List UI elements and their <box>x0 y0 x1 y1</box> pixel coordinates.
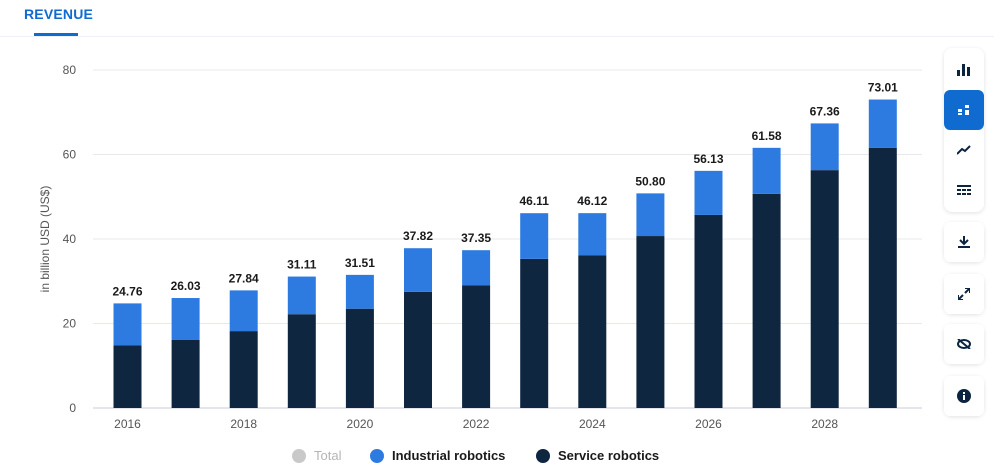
legend-dot <box>292 448 306 463</box>
data-label-total: 67.36 <box>810 104 840 118</box>
data-label-total: 31.51 <box>345 256 375 270</box>
info-group <box>944 376 984 416</box>
bar-chart-icon[interactable] <box>944 50 984 90</box>
table-icon[interactable] <box>944 170 984 210</box>
x-tick-label: 2020 <box>347 417 374 431</box>
active-tab-indicator <box>34 33 78 36</box>
bar-service-robotics <box>404 291 432 408</box>
chart-legend: Total Industrial robotics Service roboti… <box>0 448 994 466</box>
bar-industrial-robotics <box>752 147 781 194</box>
y-tick-label: 40 <box>63 232 77 246</box>
bar-service-robotics <box>578 255 607 408</box>
x-tick-label: 2016 <box>114 417 141 431</box>
revenue-tab[interactable]: REVENUE <box>24 6 94 22</box>
data-label-total: 31.11 <box>287 258 317 272</box>
download-icon[interactable] <box>944 222 984 262</box>
data-label-total: 37.35 <box>461 231 491 245</box>
bar-service-robotics <box>287 314 316 408</box>
x-tick-label: 2022 <box>463 417 490 431</box>
data-label-total: 24.76 <box>112 284 142 298</box>
data-label-total: 56.13 <box>693 152 723 166</box>
data-label-total: 37.82 <box>403 229 433 243</box>
data-label-total: 46.12 <box>577 194 607 208</box>
bar-service-robotics <box>810 170 839 408</box>
y-tick-label: 80 <box>63 63 77 77</box>
download-group <box>944 222 984 262</box>
bar-industrial-robotics <box>229 290 258 332</box>
legend-item-total[interactable]: Total <box>292 448 341 463</box>
legend-label: Industrial robotics <box>392 448 506 463</box>
bar-service-robotics <box>868 147 897 409</box>
bar-industrial-robotics <box>113 303 142 346</box>
x-tick-label: 2018 <box>230 417 257 431</box>
x-tick-label: 2024 <box>579 417 606 431</box>
bar-service-robotics <box>345 308 374 408</box>
chart-type-group <box>944 48 984 212</box>
fullscreen-group <box>944 274 984 314</box>
info-icon[interactable] <box>944 376 984 416</box>
data-label-total: 73.01 <box>868 81 898 95</box>
revenue-chart: 0 20 40 60 80 in billion USD (US$) 24.76 26.03 2… <box>38 63 922 431</box>
data-label-total: 27.84 <box>229 271 259 285</box>
x-tick-label: 2028 <box>811 417 838 431</box>
bar-service-robotics <box>171 339 200 408</box>
data-label-total: 26.03 <box>171 279 201 293</box>
legend-item-industrial[interactable]: Industrial robotics <box>370 448 505 463</box>
bar-service-robotics <box>462 285 491 408</box>
bar-industrial-robotics <box>636 193 665 237</box>
fullscreen-icon[interactable] <box>944 274 984 314</box>
bar-industrial-robotics <box>345 274 374 309</box>
hide-group <box>944 324 984 364</box>
bar-industrial-robotics <box>462 250 491 286</box>
bar-industrial-robotics <box>578 213 607 256</box>
bar-industrial-robotics <box>404 248 432 292</box>
bar-service-robotics <box>752 193 781 408</box>
bar-industrial-robotics <box>694 170 723 215</box>
legend-item-service[interactable]: Service robotics <box>536 448 659 463</box>
data-label-total: 50.80 <box>635 174 665 188</box>
legend-label: Total <box>314 448 342 463</box>
y-tick-label: 20 <box>63 317 77 331</box>
legend-dot <box>536 448 550 463</box>
bar-service-robotics <box>520 258 549 408</box>
trend-line-icon[interactable] <box>944 130 984 170</box>
stacked-bar-icon[interactable] <box>944 90 984 130</box>
bar-industrial-robotics <box>810 123 839 171</box>
y-tick-label: 0 <box>69 401 76 415</box>
bar-industrial-robotics <box>520 213 549 259</box>
x-tick-label: 2026 <box>695 417 722 431</box>
bar-industrial-robotics <box>171 298 200 340</box>
data-label-total: 46.11 <box>520 194 550 208</box>
y-tick-label: 60 <box>63 148 77 162</box>
bar-service-robotics <box>694 214 723 408</box>
bar-industrial-robotics <box>868 99 897 148</box>
bar-industrial-robotics <box>287 276 316 315</box>
bar-service-robotics <box>636 236 665 408</box>
y-axis-label: in billion USD (US$) <box>38 186 52 293</box>
data-label-total: 61.58 <box>752 129 782 143</box>
bar-service-robotics <box>113 345 142 408</box>
bar-service-robotics <box>229 331 258 408</box>
legend-dot <box>370 448 384 463</box>
legend-label: Service robotics <box>558 448 660 463</box>
hide-icon[interactable] <box>944 324 984 364</box>
tab-divider <box>0 36 994 37</box>
